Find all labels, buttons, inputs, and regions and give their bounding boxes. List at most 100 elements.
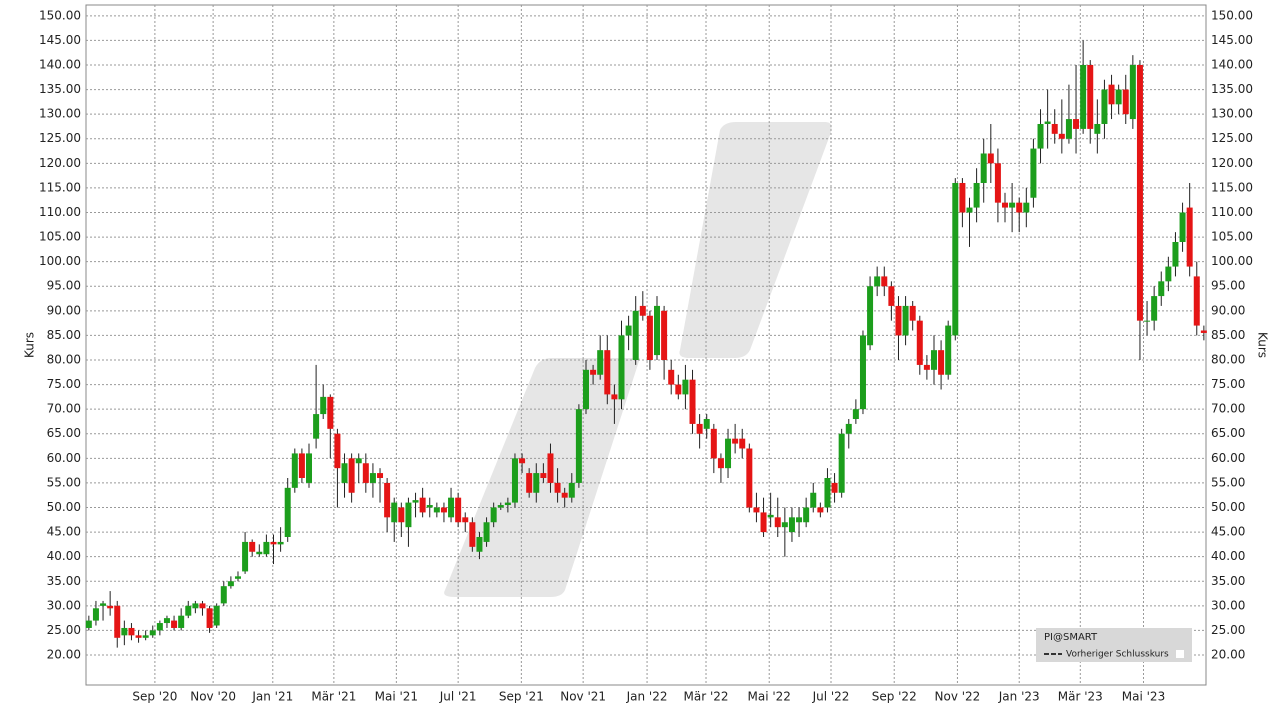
candle-body xyxy=(938,350,945,375)
candle-body xyxy=(888,286,895,306)
y-tick-label: 95.00 xyxy=(47,279,81,293)
y-tick-label: 80.00 xyxy=(47,352,81,366)
y-tick-label: 70.00 xyxy=(47,402,81,416)
candle-body xyxy=(1058,133,1065,139)
legend-checkbox[interactable] xyxy=(1176,650,1184,658)
candle-body xyxy=(923,364,930,370)
legend: PI@SMART Vorheriger Schlusskurs xyxy=(1036,628,1192,662)
y-tick-label: 145.00 xyxy=(39,33,81,47)
candle-body xyxy=(306,453,313,483)
candle-body xyxy=(185,605,192,616)
candle-body xyxy=(412,500,419,503)
y-tick-label: 20.00 xyxy=(47,648,81,662)
candle-body xyxy=(632,310,639,360)
candle-body xyxy=(852,409,859,419)
candle-body xyxy=(710,428,717,459)
candle-body xyxy=(689,379,696,424)
candle-body xyxy=(362,463,369,483)
candle-body xyxy=(952,182,959,336)
y-tick-label: 40.00 xyxy=(47,549,81,563)
candle-body xyxy=(561,492,568,498)
y2-tick-label: 45.00 xyxy=(1211,525,1245,539)
candle-body xyxy=(639,305,646,316)
candle-body xyxy=(448,497,455,518)
candle-body xyxy=(1151,296,1158,321)
y2-tick-label: 140.00 xyxy=(1211,57,1253,71)
y-tick-label: 55.00 xyxy=(47,475,81,489)
x-tick-label: Nov '22 xyxy=(935,690,981,704)
legend-box xyxy=(1036,628,1192,662)
y2-tick-label: 135.00 xyxy=(1211,82,1253,96)
candle-body xyxy=(1044,121,1051,124)
candle-body xyxy=(476,537,483,552)
x-tick-label: Sep '22 xyxy=(872,690,917,704)
y2-tick-label: 35.00 xyxy=(1211,574,1245,588)
candle-body xyxy=(171,620,178,628)
candle-body xyxy=(377,473,384,479)
y-tick-label: 140.00 xyxy=(39,57,81,71)
candle-body xyxy=(739,438,746,449)
candle-body xyxy=(526,473,533,493)
x-tick-label: Sep '21 xyxy=(499,690,544,704)
y-tick-label: 100.00 xyxy=(39,254,81,268)
candle-body xyxy=(767,514,774,518)
y-tick-label: 110.00 xyxy=(39,205,81,219)
candle-body xyxy=(540,473,547,479)
candle-body xyxy=(270,541,277,545)
candle-body xyxy=(1193,276,1200,326)
legend-title: PI@SMART xyxy=(1044,632,1098,643)
candle-body xyxy=(1158,281,1165,297)
candle-body xyxy=(483,522,490,542)
candle-body xyxy=(497,505,504,508)
x-tick-label: Mär '22 xyxy=(683,690,728,704)
y-tick-label: 50.00 xyxy=(47,500,81,514)
candle-body xyxy=(419,497,426,513)
candle-body xyxy=(831,482,838,493)
y2-tick-label: 30.00 xyxy=(1211,598,1245,612)
candle-body xyxy=(1073,119,1080,129)
candle-body xyxy=(703,418,710,429)
candle-body xyxy=(1115,89,1122,105)
y2-tick-label: 100.00 xyxy=(1211,254,1253,268)
candle-body xyxy=(575,409,582,483)
candle-body xyxy=(746,448,753,508)
x-tick-label: Jan '23 xyxy=(998,690,1040,704)
x-tick-label: Mär '21 xyxy=(311,690,356,704)
y-tick-label: 85.00 xyxy=(47,328,81,342)
candle-body xyxy=(163,618,170,624)
candle-body xyxy=(1179,212,1186,242)
candle-body xyxy=(504,502,511,506)
candle-body xyxy=(824,478,831,508)
candle-body xyxy=(462,517,469,523)
y-tick-label: 30.00 xyxy=(47,598,81,612)
candle-body xyxy=(788,517,795,533)
candle-body xyxy=(1165,266,1172,282)
y2-tick-label: 75.00 xyxy=(1211,377,1245,391)
candle-body xyxy=(675,384,682,395)
y-tick-label: 45.00 xyxy=(47,525,81,539)
candle-body xyxy=(874,276,881,287)
candle-body xyxy=(661,310,668,360)
y-tick-label: 115.00 xyxy=(39,180,81,194)
y-tick-label: 90.00 xyxy=(47,303,81,317)
candle-body xyxy=(625,325,632,336)
candle-body xyxy=(973,182,980,208)
y2-tick-label: 90.00 xyxy=(1211,303,1245,317)
candle-body xyxy=(249,541,256,552)
legend-item: Vorheriger Schlusskurs xyxy=(1066,650,1169,660)
candle-body xyxy=(234,576,241,579)
candle-body xyxy=(114,605,121,638)
candle-body xyxy=(838,433,845,493)
x-tick-label: Sep '20 xyxy=(132,690,177,704)
candle-body xyxy=(668,369,675,385)
candle-body xyxy=(355,458,362,464)
candle-body xyxy=(334,433,341,469)
candle-body xyxy=(107,605,114,609)
candle-body xyxy=(753,507,760,513)
candle-body xyxy=(554,482,561,493)
y-tick-label: 35.00 xyxy=(47,574,81,588)
candle-body xyxy=(611,394,618,400)
y2-tick-label: 150.00 xyxy=(1211,8,1253,22)
